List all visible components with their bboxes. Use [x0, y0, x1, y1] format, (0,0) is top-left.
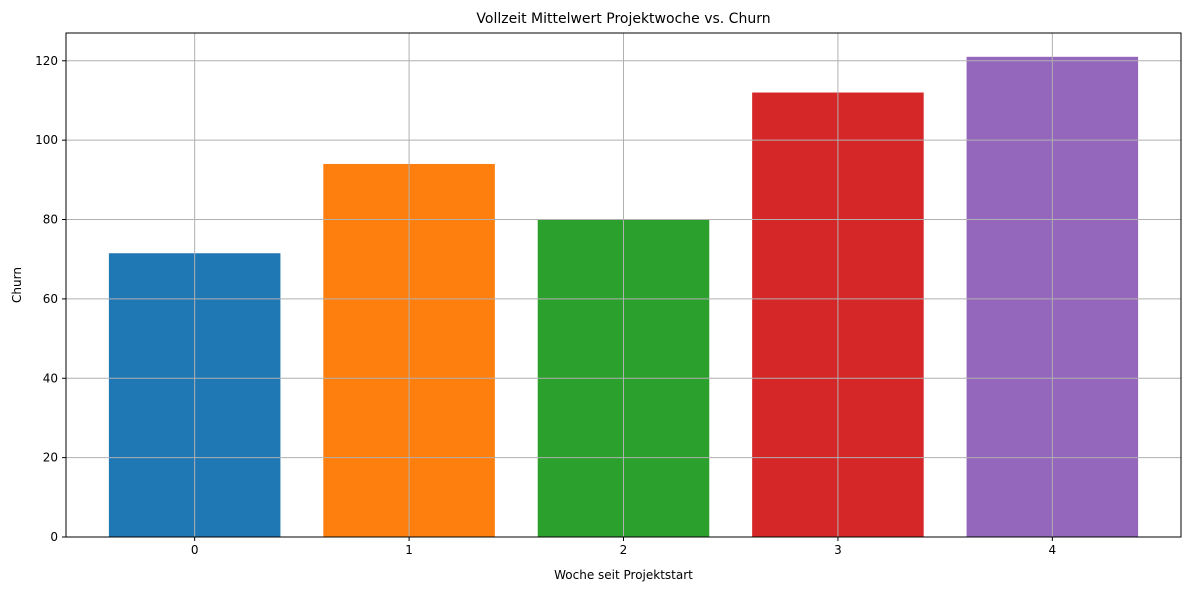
y-tick-label: 100 — [35, 133, 58, 147]
y-tick-label: 20 — [43, 451, 58, 465]
x-tick-label: 1 — [405, 543, 413, 557]
x-tick-label: 2 — [620, 543, 628, 557]
y-tick-label: 60 — [43, 292, 58, 306]
y-tick-label: 80 — [43, 213, 58, 227]
x-axis-label: Woche seit Projektstart — [554, 568, 693, 582]
y-axis-label: Churn — [10, 267, 24, 303]
x-tick-label: 3 — [834, 543, 842, 557]
y-tick-label: 0 — [50, 530, 58, 544]
y-tick-label: 120 — [35, 54, 58, 68]
x-tick-label: 0 — [191, 543, 199, 557]
x-tick-label: 4 — [1049, 543, 1057, 557]
chart-title: Vollzeit Mittelwert Projektwoche vs. Chu… — [476, 11, 770, 27]
y-tick-label: 40 — [43, 371, 58, 385]
bars — [66, 33, 1181, 538]
